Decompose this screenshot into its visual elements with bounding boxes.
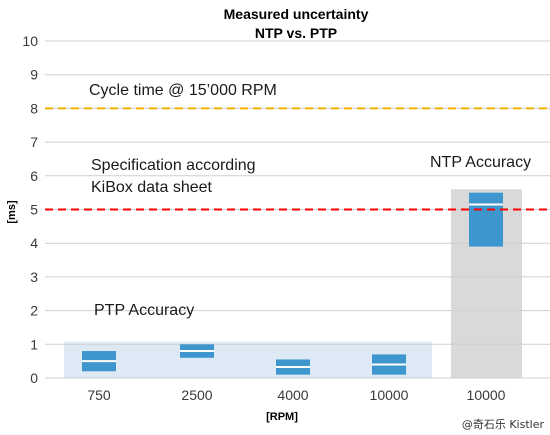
y-tick-label: 4 — [30, 235, 38, 251]
x-tick-label: 10000 — [370, 387, 409, 403]
bars — [82, 192, 503, 375]
y-tick-label: 1 — [30, 336, 38, 352]
x-axis-label: [RPM] — [266, 411, 298, 423]
y-tick-label: 8 — [30, 100, 38, 116]
y-tick-label: 7 — [30, 134, 38, 150]
highlight-regions — [64, 189, 522, 378]
x-tick-label: 2500 — [181, 387, 212, 403]
y-tick-label: 6 — [30, 168, 38, 184]
y-tick-label: 9 — [30, 67, 38, 83]
watermark: @奇石乐 Kistler — [462, 418, 545, 431]
chart-subtitle: NTP vs. PTP — [255, 25, 337, 41]
y-tick-label: 10 — [22, 33, 38, 49]
annotations: Cycle time @ 15’000 RPM Specification acc… — [89, 82, 531, 319]
reference-lines — [45, 107, 550, 211]
x-tick-label: 750 — [87, 387, 111, 403]
y-tick-label: 2 — [30, 303, 38, 319]
range-bar — [469, 192, 503, 247]
y-tick-label: 5 — [30, 202, 38, 218]
chart-title: Measured uncertainty — [224, 6, 369, 22]
x-tick-labels: 750 2500 4000 10000 10000 — [87, 387, 505, 403]
annotation-spec-line-1: Specification according — [91, 157, 256, 174]
y-axis-label: [ms] — [6, 200, 18, 224]
annotation-ntp: NTP Accuracy — [430, 154, 531, 171]
y-tick-labels: 0 1 2 3 4 5 6 7 8 9 10 — [22, 33, 38, 386]
ptp-region — [64, 341, 432, 378]
x-tick-label: 10000 — [467, 387, 506, 403]
y-tick-label: 0 — [30, 370, 38, 386]
annotation-ptp: PTP Accuracy — [94, 302, 194, 319]
x-tick-label: 4000 — [277, 387, 308, 403]
y-tick-label: 3 — [30, 269, 38, 285]
annotation-cycle-time: Cycle time @ 15’000 RPM — [89, 82, 277, 99]
annotation-spec-line-2: KiBox data sheet — [91, 179, 213, 196]
